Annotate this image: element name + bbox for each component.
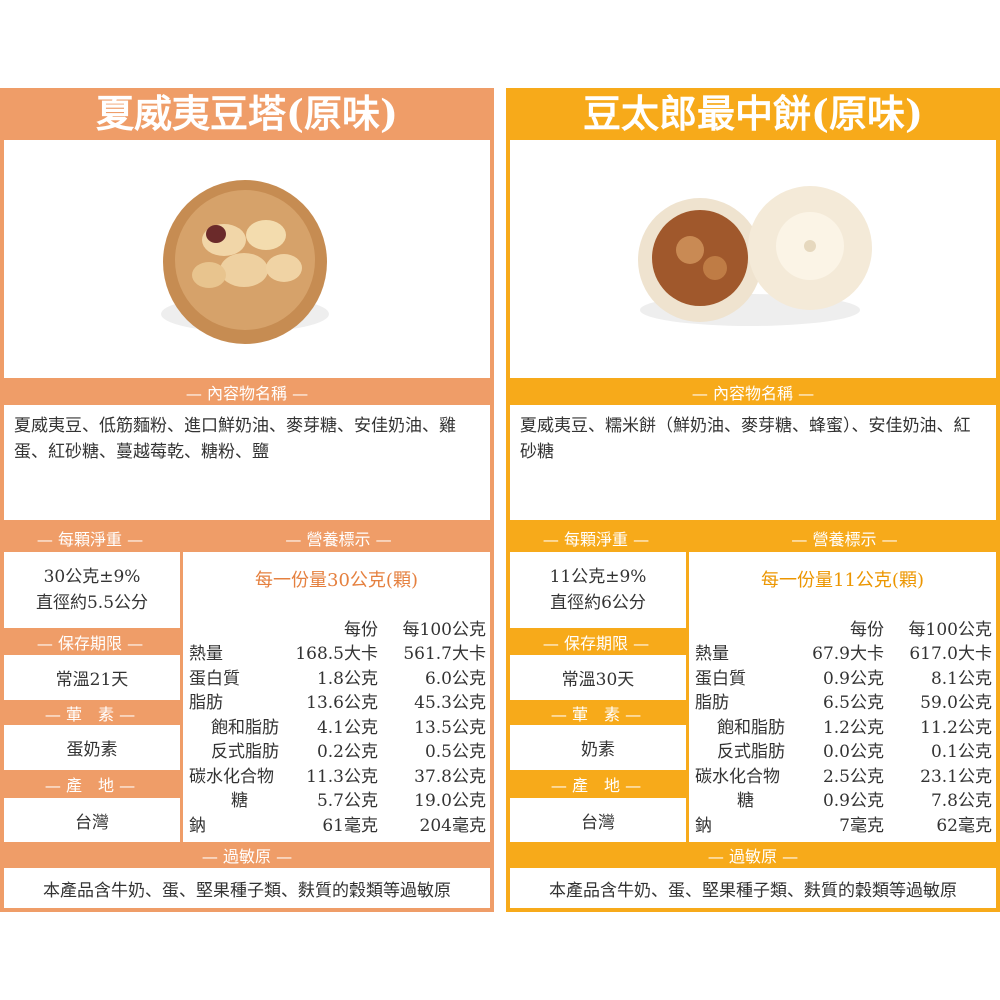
nutrient-name: 反式脂肪	[211, 742, 279, 762]
per-serving: 0.0公克	[822, 742, 884, 762]
per-serving: 2.5公克	[822, 766, 884, 787]
per-100g: 0.5公克	[424, 742, 486, 762]
per-serving: 11.3公克	[306, 766, 378, 787]
origin-box: 台灣	[4, 798, 180, 842]
per-100g: 59.0公克	[920, 693, 992, 713]
product-image	[510, 140, 996, 378]
section-heading: — 產 地 —	[44, 776, 136, 795]
per-serving: 1.8公克	[316, 668, 378, 689]
section-heading: — 過敏原 —	[707, 847, 799, 866]
product-panel: 夏威夷豆塔(原味) — 內容物名稱 — 夏威夷豆、低筋麵粉、進口鮮奶油、麥芽糖、安佳…	[0, 88, 494, 912]
net-weight-box: 11公克±9% 直徑約6公分	[510, 552, 686, 628]
per-100g: 23.1公克	[920, 766, 992, 787]
product-image	[4, 140, 490, 378]
per-serving: 4.1公克	[316, 717, 378, 738]
serving-size: 每一份量30公克(顆)	[255, 570, 418, 591]
serving-size: 每一份量11公克(顆)	[761, 570, 924, 591]
per-100g: 7.8公克	[930, 791, 992, 811]
per-100g: 37.8公克	[414, 766, 486, 787]
column-header: 每100公克	[908, 620, 992, 640]
column-header: 每份	[850, 620, 884, 640]
section-heading: — 營養標示 —	[791, 530, 898, 549]
column-header: 每份	[344, 620, 378, 640]
net-weight-text: 30公克±9%	[43, 567, 141, 587]
per-100g: 6.0公克	[424, 668, 486, 689]
per-serving: 5.7公克	[316, 791, 378, 811]
per-100g: 19.0公克	[414, 791, 486, 811]
per-100g: 45.3公克	[414, 693, 486, 713]
section-heading: — 營養標示 —	[285, 530, 392, 549]
nutrient-name: 鈉	[695, 815, 712, 836]
column-header: 每100公克	[402, 620, 486, 640]
per-100g: 13.5公克	[414, 717, 486, 738]
nutrition-box: 每一份量30公克(顆) 每份 每100公克熱量 168.5大卡 561.7大卡蛋白質 1.…	[183, 552, 490, 842]
section-heading: — 葷 素 —	[44, 704, 136, 724]
section-heading: — 保存期限 —	[542, 633, 650, 653]
nutrient-name: 糖	[737, 791, 754, 811]
section-heading: — 內容物名稱 —	[185, 384, 309, 403]
section-heading: — 產 地 —	[550, 776, 642, 795]
per-serving: 0.9公克	[822, 791, 884, 811]
per-serving: 0.2公克	[316, 742, 378, 762]
shelf-life-box: 常溫30天	[510, 655, 686, 700]
nutrient-name: 糖	[231, 791, 248, 811]
section-heading: — 過敏原 —	[201, 847, 293, 866]
nutrient-name: 脂肪	[695, 693, 729, 713]
per-100g: 8.1公克	[930, 668, 992, 689]
per-serving: 168.5大卡	[295, 644, 378, 664]
allergen-text: 本產品含牛奶、蛋、堅果種子類、麩質的穀類等過敏原	[510, 868, 996, 908]
per-serving: 1.2公克	[822, 717, 884, 738]
product-title: 豆太郎最中餅(原味)	[583, 91, 923, 136]
section-heading: — 葷 素 —	[550, 704, 642, 724]
nutrition-box: 每一份量11公克(顆) 每份 每100公克熱量 67.9大卡 617.0大卡蛋白質 0.9…	[689, 552, 996, 842]
nutrient-name: 脂肪	[189, 693, 223, 713]
nutrient-name: 反式脂肪	[717, 742, 785, 762]
nutrient-name: 碳水化合物	[695, 766, 780, 787]
ingredients-text: 夏威夷豆、糯米餅（鮮奶油、麥芽糖、蜂蜜）、安佳奶油、紅砂糖	[510, 405, 996, 520]
net-weight-text: 直徑約5.5公分	[35, 593, 149, 613]
section-heading: — 每顆淨重 —	[36, 530, 144, 549]
nutrient-name: 熱量	[695, 644, 729, 664]
diet-box: 奶素	[510, 725, 686, 770]
nutrient-name: 飽和脂肪	[211, 717, 279, 738]
nutrient-name: 鈉	[189, 815, 206, 836]
nutrient-name: 碳水化合物	[189, 766, 274, 787]
per-100g: 11.2公克	[920, 717, 992, 738]
per-100g: 561.7大卡	[403, 644, 486, 664]
shelf-life-box: 常溫21天	[4, 655, 180, 700]
nutrient-name: 蛋白質	[189, 668, 240, 689]
per-serving: 67.9大卡	[812, 644, 884, 664]
product-panel: 豆太郎最中餅(原味) — 內容物名稱 — 夏威夷豆、糯米餅（鮮奶油、麥芽糖、蜂蜜）、…	[506, 88, 1000, 912]
product-title: 夏威夷豆塔(原味)	[96, 91, 398, 136]
nutrient-name: 飽和脂肪	[717, 717, 785, 738]
net-weight-text: 11公克±9%	[549, 567, 647, 587]
net-weight-text: 直徑約6公分	[550, 593, 646, 613]
per-100g: 0.1公克	[930, 742, 992, 762]
section-heading: — 每顆淨重 —	[542, 530, 650, 549]
per-serving: 13.6公克	[306, 693, 378, 713]
per-serving: 6.5公克	[822, 693, 884, 713]
allergen-text: 本產品含牛奶、蛋、堅果種子類、麩質的穀類等過敏原	[4, 868, 490, 908]
nutrient-name: 蛋白質	[695, 668, 746, 689]
per-100g: 62毫克	[936, 815, 992, 836]
net-weight-box: 30公克±9% 直徑約5.5公分	[4, 552, 180, 628]
per-serving: 0.9公克	[822, 668, 884, 689]
origin-box: 台灣	[510, 798, 686, 842]
diet-box: 蛋奶素	[4, 725, 180, 770]
section-heading: — 內容物名稱 —	[691, 384, 815, 403]
per-serving: 61毫克	[322, 815, 378, 836]
section-heading: — 保存期限 —	[36, 633, 144, 653]
per-100g: 617.0大卡	[909, 644, 992, 664]
per-serving: 7毫克	[839, 815, 884, 836]
per-100g: 204毫克	[419, 815, 486, 836]
ingredients-text: 夏威夷豆、低筋麵粉、進口鮮奶油、麥芽糖、安佳奶油、雞蛋、紅砂糖、蔓越莓乾、糖粉、…	[4, 405, 490, 520]
nutrient-name: 熱量	[189, 644, 223, 664]
